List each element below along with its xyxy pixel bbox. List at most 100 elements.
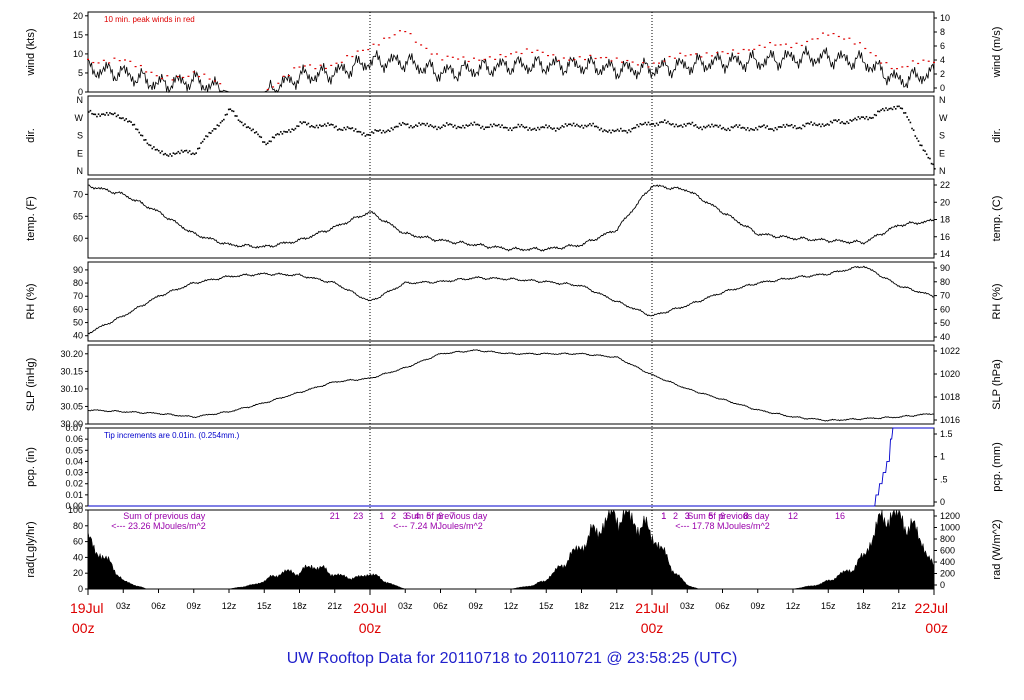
wind-dir-point <box>810 121 812 123</box>
wind-dir-point <box>278 133 280 136</box>
wind-dir-point <box>533 127 536 130</box>
solar-summary-value: <--- 17.78 MJoules/m^2 <box>675 521 770 531</box>
peak-wind-mark <box>282 75 285 77</box>
wind-dir-point <box>551 128 554 130</box>
wind-dir-point <box>714 124 716 127</box>
peak-wind-mark <box>287 75 290 77</box>
wind-dir-point <box>922 149 925 152</box>
wind-dir-point <box>180 149 183 152</box>
wind-dir-point <box>813 122 816 125</box>
ytick-right-label: S <box>939 131 945 141</box>
wind-dir-point <box>442 124 445 126</box>
peak-wind-mark <box>705 52 708 54</box>
day-number-label: 21 <box>330 511 340 521</box>
wind-dir-point <box>397 125 399 128</box>
wind-dir-point <box>161 150 163 153</box>
wind-dir-point <box>857 116 860 118</box>
wind-dir-point <box>385 130 388 133</box>
wind-dir-point <box>559 126 562 129</box>
peak-wind-mark <box>462 56 465 58</box>
wind-dir-point <box>836 120 838 123</box>
peak-wind-mark <box>816 38 819 40</box>
peak-wind-mark <box>615 57 618 59</box>
wind-dir-point <box>839 122 842 124</box>
xtick-label: 03z <box>398 601 413 611</box>
wind-dir-point <box>237 119 240 121</box>
ytick-left-label: 0.06 <box>65 434 83 444</box>
wind-dir-point <box>576 123 578 126</box>
wind-dir-point <box>88 111 90 113</box>
peak-wind-mark <box>721 51 724 53</box>
wind-dir-point <box>924 150 926 152</box>
wind-dir-point <box>135 128 137 130</box>
ytick-left-label: 70 <box>73 291 83 301</box>
wind-dir-point <box>663 119 666 121</box>
ytick-left-label: 65 <box>73 211 83 221</box>
wind-dir-point <box>441 126 443 129</box>
ytick-left-label: 15 <box>73 30 83 40</box>
wind-dir-point <box>273 136 276 139</box>
day-number-label: 5 <box>708 511 713 521</box>
day-number-label: 6 <box>438 511 443 521</box>
peak-wind-mark <box>488 56 491 58</box>
wind-dir-point <box>777 126 780 128</box>
ytick-left-label: 20 <box>73 568 83 578</box>
wind-dir-point <box>392 128 394 131</box>
wind-dir-point <box>128 120 131 122</box>
wind-dir-point <box>231 109 233 112</box>
wind-dir-point <box>701 128 703 131</box>
ytick-left-label: N <box>77 166 84 176</box>
wind-dir-point <box>517 123 520 126</box>
wind-dir-point <box>92 113 95 116</box>
wind-dir-point <box>366 133 368 136</box>
ytick-right-label: 90 <box>940 263 950 273</box>
xtick-label: 03z <box>116 601 131 611</box>
peak-wind-mark <box>108 62 111 64</box>
peak-wind-mark <box>414 41 417 43</box>
wind-dir-point <box>655 122 658 125</box>
ytick-right-label: W <box>939 113 948 123</box>
wind-dir-point <box>486 126 489 129</box>
wind-dir-point <box>275 134 277 136</box>
wind-dir-point <box>611 129 614 132</box>
wind-dir-point <box>393 126 396 129</box>
wind-dir-point <box>802 124 804 127</box>
wind-dir-point <box>263 141 266 143</box>
wind-dir-point <box>592 122 594 125</box>
peak-wind-mark <box>303 65 306 67</box>
wind-dir-point <box>867 118 869 121</box>
wind-dir-point <box>811 124 814 126</box>
wind-dir-point <box>750 128 752 130</box>
wind-dir-point <box>672 123 674 125</box>
wind-dir-point <box>881 107 884 110</box>
wind-dir-point <box>400 124 402 126</box>
peak-wind-mark <box>610 60 613 62</box>
wind-dir-point <box>782 124 785 126</box>
wind-dir-point <box>624 130 627 132</box>
wind-dir-point <box>205 135 207 137</box>
wind-dir-point <box>284 131 287 133</box>
wind-dir-point <box>403 122 406 125</box>
peak-wind-mark <box>795 42 798 44</box>
wind-dir-point <box>844 122 847 125</box>
wind-dir-point <box>104 114 106 116</box>
peak-wind-mark <box>821 32 824 34</box>
wind-dir-point <box>719 124 721 127</box>
wind-dir-point <box>743 127 746 129</box>
wind-dir-point <box>227 108 230 111</box>
ytick-right-label: 0 <box>940 580 945 590</box>
wind-dir-point <box>304 121 306 124</box>
wind-dir-point <box>504 126 507 129</box>
wind-dir-point <box>851 120 853 122</box>
peak-wind-mark <box>557 59 560 62</box>
wind-dir-point <box>419 124 422 126</box>
wind-dir-point <box>831 121 834 124</box>
wind-dir-point <box>183 150 186 152</box>
wind-dir-point <box>637 125 640 128</box>
ytick-right-label: 14 <box>940 249 950 259</box>
wind-dir-point <box>665 122 668 124</box>
wind-dir-point <box>688 122 690 125</box>
wind-dir-point <box>860 116 863 118</box>
panel-4: SLP (inHg) SLP (hPa) 30.00 30.05 30.10 30.15 3… <box>25 344 1003 429</box>
day-number-label: 3 <box>685 511 690 521</box>
